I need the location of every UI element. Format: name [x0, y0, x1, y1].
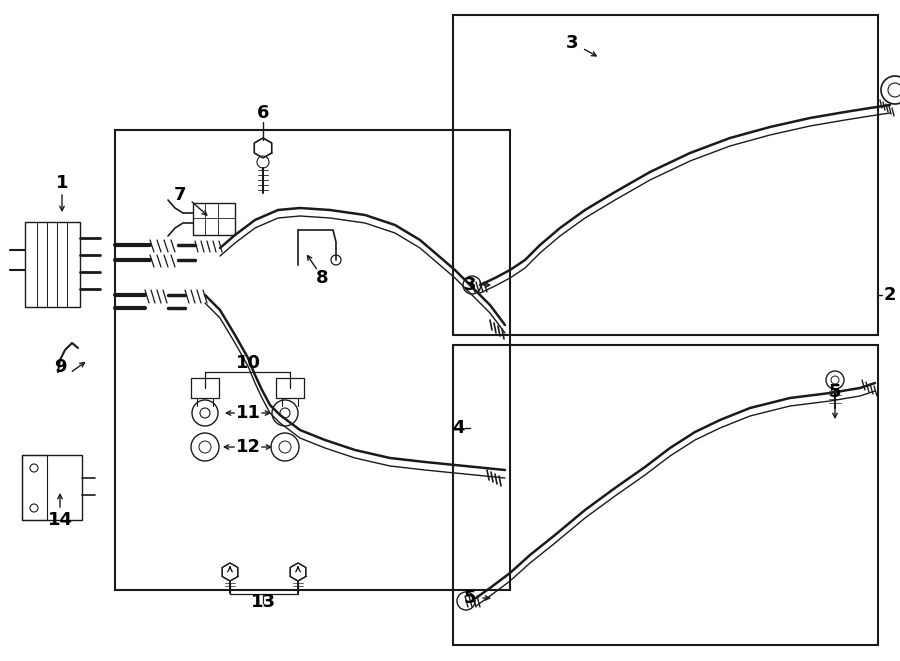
- Text: 3: 3: [464, 276, 476, 294]
- Circle shape: [200, 408, 210, 418]
- Text: 9: 9: [54, 358, 67, 376]
- Circle shape: [457, 592, 475, 610]
- Text: 14: 14: [48, 511, 73, 529]
- Circle shape: [199, 441, 211, 453]
- Bar: [115, 130, 510, 590]
- Text: 12: 12: [236, 438, 260, 456]
- Text: 1: 1: [56, 174, 68, 192]
- Circle shape: [881, 76, 900, 104]
- Text: 4: 4: [452, 419, 464, 437]
- Bar: [453, 345, 878, 645]
- Text: 7: 7: [174, 186, 186, 204]
- Text: 3: 3: [566, 34, 578, 52]
- Circle shape: [30, 464, 38, 472]
- Text: 13: 13: [250, 593, 275, 611]
- Circle shape: [831, 376, 839, 384]
- Text: 8: 8: [316, 269, 328, 287]
- Circle shape: [271, 433, 299, 461]
- Circle shape: [463, 276, 481, 294]
- Bar: [191, 378, 219, 398]
- Circle shape: [280, 408, 290, 418]
- Bar: [453, 15, 878, 335]
- Bar: [22, 455, 82, 520]
- Circle shape: [272, 400, 298, 426]
- Circle shape: [30, 504, 38, 512]
- Bar: [276, 378, 304, 398]
- Bar: [193, 203, 235, 235]
- Circle shape: [279, 441, 291, 453]
- Text: 5: 5: [464, 589, 476, 607]
- Circle shape: [192, 400, 218, 426]
- Bar: [22, 455, 47, 520]
- Text: 11: 11: [236, 404, 260, 422]
- Polygon shape: [255, 138, 272, 158]
- Circle shape: [888, 83, 900, 97]
- Text: 6: 6: [256, 104, 269, 122]
- Text: 10: 10: [236, 354, 260, 372]
- Circle shape: [257, 156, 269, 168]
- Circle shape: [191, 433, 219, 461]
- Polygon shape: [222, 563, 238, 581]
- Text: 2: 2: [884, 286, 896, 304]
- Circle shape: [331, 255, 341, 265]
- Circle shape: [826, 371, 844, 389]
- Polygon shape: [290, 563, 306, 581]
- Text: 5: 5: [829, 383, 842, 401]
- Bar: [25, 222, 80, 307]
